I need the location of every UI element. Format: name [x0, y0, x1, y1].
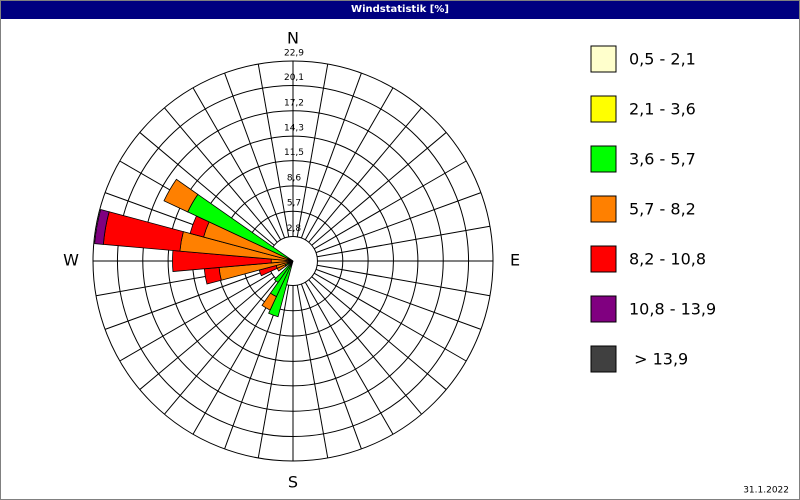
spoke	[224, 72, 286, 239]
legend-label: 3,6 - 5,7	[629, 150, 696, 169]
legend-swatch	[590, 295, 617, 323]
legend-swatch	[590, 145, 617, 173]
ring-label: 2,8	[287, 224, 302, 234]
spoke	[313, 160, 467, 250]
spoke	[304, 87, 394, 241]
spoke	[315, 268, 482, 330]
legend-label: 5,7 - 8,2	[629, 200, 696, 219]
ring-label: 8,6	[287, 173, 302, 183]
spoke	[304, 281, 394, 435]
wind-segment	[163, 178, 199, 213]
spoke	[119, 272, 273, 362]
spoke	[313, 272, 467, 362]
spoke	[300, 283, 362, 450]
spoke	[311, 132, 447, 246]
wind-segment	[273, 260, 294, 284]
legend-swatch	[590, 345, 617, 373]
legend-swatch	[590, 95, 617, 123]
direction-label: W	[63, 251, 79, 270]
ring-label: 17,2	[284, 98, 304, 108]
ring-label: 14,3	[284, 124, 304, 134]
title-bar: Windstatistik [%]	[1, 1, 799, 19]
spoke	[192, 87, 282, 241]
legend-label: 0,5 - 2,1	[629, 50, 696, 69]
spoke	[308, 279, 422, 415]
spoke	[300, 72, 362, 239]
spoke	[316, 264, 491, 297]
legend-swatch	[590, 45, 617, 73]
spoke	[257, 284, 290, 459]
legend-swatch	[590, 245, 617, 273]
legend-label: 8,2 - 10,8	[629, 250, 706, 269]
spoke	[139, 132, 275, 246]
ring-label: 11,5	[284, 148, 304, 158]
ring-label: 5,7	[287, 199, 301, 209]
spoke	[257, 63, 290, 238]
spoke	[139, 276, 275, 390]
wind-segment	[203, 267, 222, 285]
spoke	[311, 276, 447, 390]
spoke	[104, 268, 271, 330]
spoke	[164, 279, 278, 415]
wind-segment	[102, 211, 184, 252]
spoke	[296, 63, 329, 238]
wind-segment	[94, 208, 110, 245]
spoke	[308, 107, 422, 243]
direction-label: S	[288, 473, 298, 492]
legend-label: 10,8 - 13,9	[629, 300, 716, 319]
ring-label: 20,1	[284, 73, 304, 83]
spoke	[164, 107, 278, 243]
legend-label: > 13,9	[629, 350, 688, 369]
direction-label: E	[510, 251, 520, 270]
legend-swatch	[590, 195, 617, 223]
wind-segment	[261, 292, 277, 311]
date: 31.1.2022	[743, 486, 789, 496]
spoke	[296, 284, 329, 459]
spoke	[316, 225, 491, 258]
legend-label: 2,1 - 3,6	[629, 100, 696, 119]
direction-label: N	[287, 29, 299, 48]
ring-label: 22,9	[284, 49, 304, 59]
spoke	[315, 192, 482, 254]
